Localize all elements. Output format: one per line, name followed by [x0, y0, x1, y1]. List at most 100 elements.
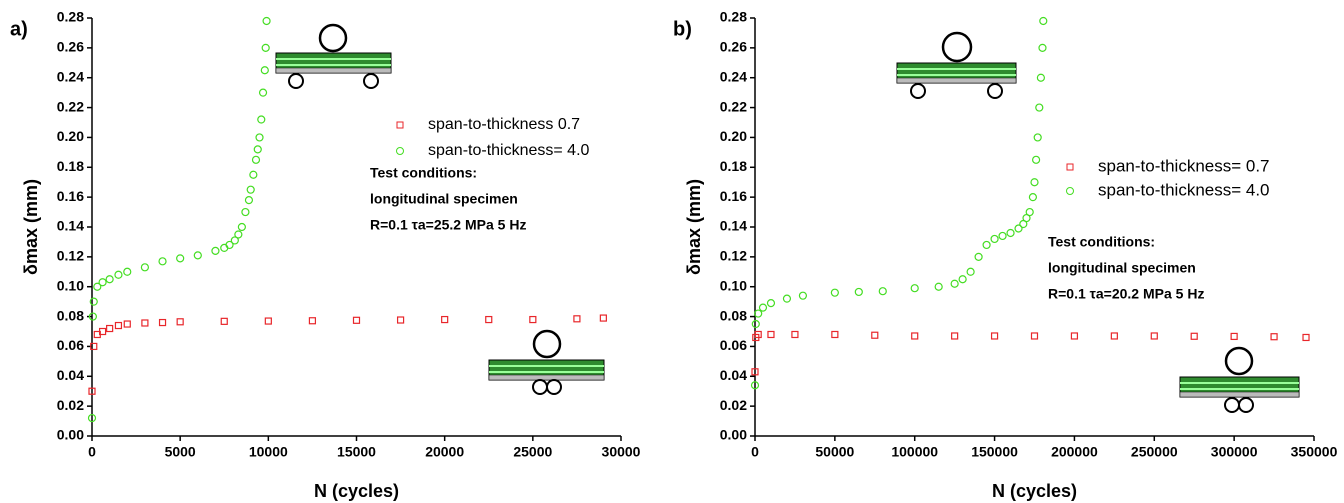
y-tick-label: 0.10 [57, 277, 84, 293]
data-point [249, 170, 258, 179]
annotation: R=0.1 τa=25.2 MPa 5 Hz [370, 217, 526, 233]
x-axis-label: N (cycles) [314, 481, 399, 501]
data-point [1030, 178, 1039, 187]
data-point [878, 287, 887, 296]
data-point [871, 331, 879, 339]
y-tick-label: 0.08 [720, 307, 747, 323]
data-point [1031, 155, 1041, 164]
data-point [264, 317, 272, 325]
x-tick-label: 15000 [337, 444, 376, 460]
x-tick-label: 10000 [249, 444, 288, 460]
x-tick-label: 50000 [815, 444, 854, 460]
data-point [396, 316, 405, 324]
y-tick-label: 0.22 [720, 98, 747, 114]
y-axis-label: δmax (mm) [684, 179, 704, 275]
data-point [93, 282, 102, 291]
y-tick-label: 0.00 [57, 427, 84, 443]
data-point [244, 196, 254, 205]
x-tick-label: 250000 [1131, 444, 1178, 460]
annotation: longitudinal specimen [370, 191, 518, 207]
y-tick-label: 0.24 [720, 68, 747, 84]
data-point [831, 330, 839, 339]
y-axis-label: δmax (mm) [21, 179, 41, 275]
y-tick-label: 0.20 [57, 128, 84, 144]
y-tick-label: 0.14 [57, 218, 84, 234]
data-point [1190, 332, 1198, 340]
data-point [234, 230, 243, 239]
legend-marker [396, 121, 404, 129]
data-point [88, 387, 96, 395]
y-tick-label: 0.18 [720, 158, 747, 174]
y-tick-label: 0.06 [720, 337, 747, 353]
y-tick-label: 0.26 [57, 39, 84, 55]
data-point [1038, 43, 1047, 52]
y-tick-label: 0.16 [57, 188, 84, 204]
data-point [1030, 332, 1039, 340]
y-tick-label: 0.04 [57, 367, 84, 383]
y-tick-label: 0.16 [720, 188, 747, 204]
y-tick-label: 0.18 [57, 158, 84, 174]
data-point [211, 246, 220, 255]
data-point [114, 270, 123, 279]
data-point [237, 222, 246, 232]
data-point [782, 294, 792, 303]
data-point [754, 309, 763, 318]
legend-marker [1066, 187, 1074, 195]
data-point [261, 43, 270, 52]
y-tick-label: 0.28 [57, 9, 84, 25]
data-point [1039, 16, 1048, 26]
data-point [1302, 333, 1310, 342]
legend-label: span-to-thickness= 4.0 [1098, 180, 1270, 199]
data-point [950, 279, 959, 288]
x-tick-label: 100000 [891, 444, 938, 460]
data-point [441, 315, 449, 324]
data-point [88, 312, 97, 321]
data-point [485, 315, 493, 324]
y-tick-label: 0.26 [720, 39, 747, 55]
data-point [573, 315, 581, 323]
data-point [1270, 333, 1278, 341]
data-point [1150, 332, 1158, 340]
data-point [352, 316, 361, 324]
data-point [529, 315, 537, 324]
data-point [1230, 332, 1238, 341]
data-point [798, 291, 808, 300]
data-point [951, 332, 959, 340]
data-point [106, 324, 114, 333]
data-point [854, 287, 863, 297]
data-point [767, 330, 775, 339]
data-point [751, 319, 760, 329]
y-tick-label: 0.00 [720, 427, 747, 443]
data-point [230, 236, 239, 245]
schematic-a-bottom [488, 329, 605, 395]
legend-marker [396, 147, 404, 155]
data-point [105, 275, 114, 284]
data-point [246, 185, 255, 194]
y-tick-label: 0.06 [57, 337, 84, 353]
x-tick-label: 30000 [602, 444, 641, 460]
data-point [176, 318, 184, 326]
data-point [1028, 193, 1038, 202]
data-point [934, 282, 943, 291]
legend-marker [1066, 163, 1074, 171]
data-point [258, 88, 268, 97]
data-point [1036, 73, 1045, 82]
data-point [308, 317, 317, 325]
x-tick-label: 0 [751, 444, 759, 460]
y-tick-label: 0.22 [57, 98, 84, 114]
x-tick-label: 20000 [425, 444, 464, 460]
data-point [98, 278, 107, 287]
data-point [140, 263, 149, 272]
schematic-b-top [896, 31, 1017, 99]
data-point [966, 267, 975, 276]
data-point [1110, 332, 1118, 340]
y-tick-label: 0.20 [720, 128, 747, 144]
data-point [260, 66, 269, 75]
data-point [910, 284, 919, 293]
y-tick-label: 0.10 [720, 277, 747, 293]
y-tick-label: 0.08 [57, 307, 84, 323]
data-point [262, 16, 271, 26]
data-point [830, 288, 839, 297]
annotation: Test conditions: [370, 165, 477, 181]
